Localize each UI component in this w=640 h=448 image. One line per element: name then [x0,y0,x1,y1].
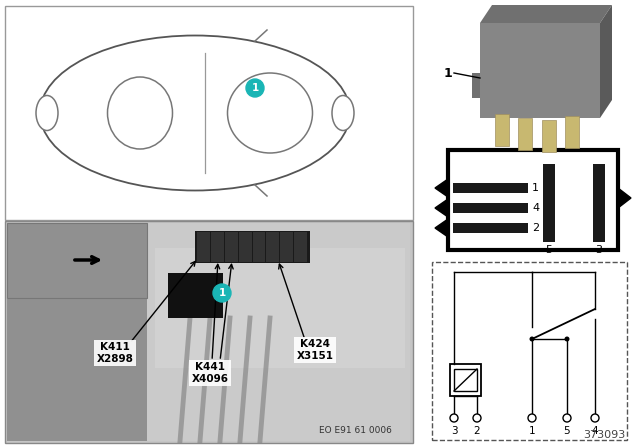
Bar [225,232,237,262]
Bar [432,262,627,440]
Bar [266,232,279,262]
Bar [5,6,413,220]
Polygon shape [435,179,448,197]
Text: 1: 1 [218,288,226,298]
Bar [253,232,266,262]
Polygon shape [480,5,612,23]
Bar [7,223,147,298]
Bar [197,232,210,262]
Ellipse shape [227,73,312,153]
Ellipse shape [332,95,354,130]
Text: 373093: 373093 [583,430,625,440]
Circle shape [591,414,599,422]
Text: K441
X4096: K441 X4096 [191,362,228,384]
Bar [453,203,528,213]
Text: 1: 1 [532,183,539,193]
Bar [239,232,252,262]
Bar [145,223,410,441]
Circle shape [563,414,571,422]
Text: 1: 1 [529,426,535,436]
Bar [7,299,147,441]
Bar [542,120,556,152]
Text: 5: 5 [564,426,570,436]
Text: 4: 4 [592,426,598,436]
Circle shape [564,336,570,341]
Circle shape [528,414,536,422]
Polygon shape [435,199,448,217]
Polygon shape [618,188,631,208]
Bar [454,369,477,391]
Bar [450,364,481,396]
Bar [453,223,528,233]
Bar [453,183,528,193]
Bar [211,232,224,262]
Text: EO E91 61 0006: EO E91 61 0006 [319,426,392,435]
Bar [294,232,307,262]
Circle shape [529,336,534,341]
Bar [448,150,618,250]
Bar [195,231,310,263]
Text: 3: 3 [595,245,602,255]
Bar [593,164,605,242]
Bar [472,73,480,98]
Bar [480,23,600,118]
Circle shape [213,284,231,302]
Circle shape [450,414,458,422]
Text: 1: 1 [252,83,259,93]
Text: 1: 1 [444,66,452,79]
Bar [565,116,579,148]
Bar [155,248,405,368]
Text: 4: 4 [532,203,539,213]
Bar [495,114,509,146]
Circle shape [246,79,264,97]
Bar [543,164,555,242]
Text: K424
X3151: K424 X3151 [296,339,333,361]
Text: 3: 3 [451,426,458,436]
Text: 2: 2 [474,426,480,436]
Polygon shape [600,5,612,118]
Bar [518,118,532,150]
Text: K411
X2898: K411 X2898 [97,342,133,364]
Ellipse shape [108,77,173,149]
Bar [168,273,223,318]
Bar [5,221,413,443]
Circle shape [473,414,481,422]
Bar [280,232,293,262]
Text: 5: 5 [545,245,552,255]
Polygon shape [435,219,448,237]
Ellipse shape [36,95,58,130]
Text: 2: 2 [532,223,539,233]
Ellipse shape [40,35,350,190]
